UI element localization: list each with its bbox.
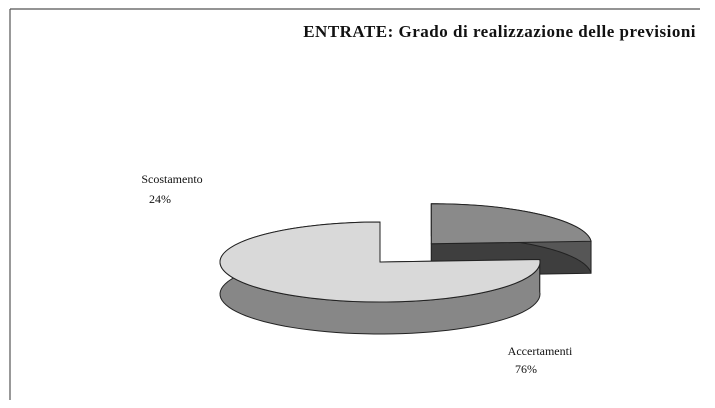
chart-title: ENTRATE: Grado di realizzazione delle pr… <box>303 22 696 41</box>
slice-value-label: 24% <box>149 192 171 206</box>
slice-label: Accertamenti <box>508 344 573 358</box>
pie-slice <box>219 221 541 335</box>
slice-value-label: 76% <box>515 362 537 376</box>
slice-label: Scostamento <box>141 172 202 186</box>
slice-top <box>219 221 541 303</box>
slice-top <box>430 203 592 245</box>
